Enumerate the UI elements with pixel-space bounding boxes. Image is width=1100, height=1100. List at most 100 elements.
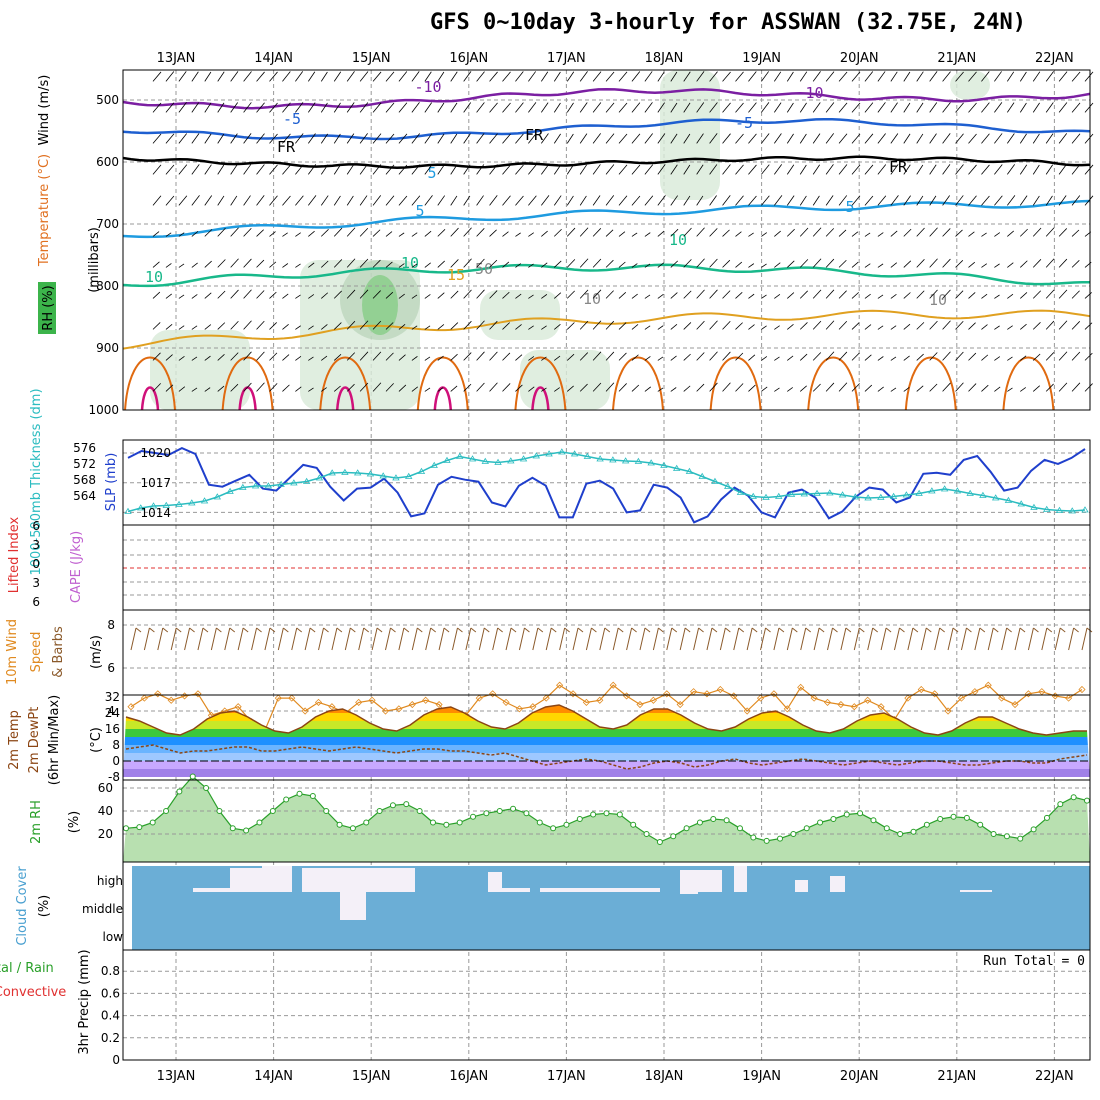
upper-wind-barb	[178, 195, 188, 206]
wind10m-barb-feather	[564, 627, 570, 633]
barb-staff	[528, 133, 537, 144]
upper-wind-barb	[346, 320, 356, 330]
upper-wind-barb	[256, 290, 265, 299]
upper-wind-barb	[398, 354, 406, 361]
barb-staff	[981, 263, 988, 268]
wind10m-barb	[545, 627, 552, 651]
wind10m-barb-feather	[269, 627, 276, 633]
upper-wind-barb	[696, 258, 705, 268]
upper-wind-barb	[152, 195, 162, 206]
barb-staff	[502, 322, 510, 330]
barb-staff	[774, 293, 781, 299]
wind10m-barb	[344, 627, 351, 651]
barb-staff	[838, 71, 848, 82]
barb-staff	[748, 293, 755, 299]
upper-wind-barb	[165, 293, 172, 299]
wind10m-barb	[1027, 627, 1034, 651]
upper-wind-barb	[437, 260, 445, 268]
upper-wind-barb	[1032, 290, 1042, 299]
upper-wind-barb	[981, 232, 987, 237]
upper-wind-barb	[489, 164, 498, 175]
temp2m-ylabel-units: (°C)	[89, 727, 104, 753]
barb-staff	[398, 232, 405, 237]
upper-wind-barb	[230, 227, 239, 237]
wind10m-barb-feather	[872, 627, 879, 633]
upper-wind-barb	[579, 195, 587, 206]
upper-wind-barb	[385, 261, 393, 268]
upper-wind-barb	[644, 71, 653, 82]
pressure-tick-label: 900	[96, 341, 119, 355]
barb-staff	[541, 102, 549, 113]
upper-wind-barb	[1007, 133, 1015, 144]
upper-wind-barb	[333, 385, 341, 392]
wind10m-barb-feather	[644, 627, 651, 633]
upper-wind-barb	[152, 322, 161, 330]
upper-wind-barb	[308, 356, 314, 361]
barb-staff	[528, 71, 537, 82]
barb-staff	[592, 382, 602, 392]
barb-staff	[295, 71, 304, 82]
barb-staff	[877, 102, 886, 113]
upper-wind-barb	[385, 195, 395, 206]
barb-staff	[787, 387, 793, 392]
barb-staff	[191, 164, 200, 175]
barb-staff	[929, 227, 938, 237]
barb-staff	[799, 195, 807, 206]
upper-wind-barb	[864, 354, 872, 361]
wind10m-barb-feather	[684, 627, 691, 633]
barb-staff	[372, 195, 382, 206]
upper-wind-barb	[735, 71, 744, 82]
barb-staff	[851, 231, 859, 237]
barb-staff	[955, 351, 964, 361]
wind10m-barb	[143, 627, 150, 651]
barb-staff	[450, 259, 459, 268]
barb-staff	[178, 325, 185, 330]
rh2m-tick-label: 60	[98, 781, 113, 795]
barb-staff	[683, 259, 692, 268]
upper-wind-barb	[1084, 164, 1094, 175]
wind10m-barb-feather	[671, 627, 678, 633]
upper-wind-barb	[515, 263, 522, 268]
upper-wind-barb	[644, 263, 651, 268]
upper-wind-barb	[929, 164, 937, 175]
upper-wind-barb	[722, 351, 731, 361]
barb-staff	[812, 289, 822, 299]
barb-staff	[644, 325, 651, 330]
upper-wind-barb	[178, 71, 187, 82]
wind10m-marker	[355, 698, 363, 706]
upper-wind-barb	[864, 324, 872, 330]
thickness-marker	[481, 457, 489, 464]
barb-staff	[191, 262, 198, 268]
upper-wind-barb	[787, 260, 795, 268]
upper-wind-barb	[929, 258, 938, 268]
wind10m-marker	[743, 707, 751, 715]
barb-staff	[929, 258, 938, 268]
upper-wind-barb	[450, 290, 459, 299]
barb-staff	[825, 71, 835, 82]
upper-wind-barb	[320, 102, 328, 113]
cloud-ylabel-units: (%)	[37, 895, 52, 918]
barb-staff	[981, 164, 990, 175]
upper-wind-barb	[709, 195, 717, 206]
barb-staff	[838, 229, 847, 237]
barb-staff	[165, 384, 174, 392]
upper-wind-barb	[1058, 133, 1068, 144]
barb-staff	[204, 71, 212, 82]
upper-wind-barb	[709, 133, 718, 144]
wind10m-barb-feather	[591, 627, 597, 633]
upper-wind-barb	[269, 291, 277, 299]
upper-wind-barb	[346, 71, 355, 82]
upper-wind-barb	[903, 228, 912, 237]
barb-staff	[515, 232, 521, 237]
barb-staff	[1084, 133, 1094, 144]
thickness-marker	[366, 470, 375, 477]
wind10m-barb	[197, 627, 204, 651]
barb-staff	[838, 290, 847, 299]
upper-wind-barb	[463, 71, 472, 82]
barb-staff	[812, 164, 821, 175]
barb-staff	[1071, 351, 1081, 361]
barb-staff	[450, 195, 458, 206]
contour-label: 10	[145, 268, 163, 286]
upper-wind-barb	[955, 259, 964, 268]
upper-wind-barb	[566, 259, 576, 268]
